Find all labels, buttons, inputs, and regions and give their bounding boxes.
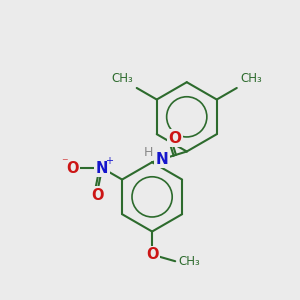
Text: H: H — [144, 146, 153, 159]
Text: N: N — [155, 152, 168, 167]
Text: CH₃: CH₃ — [240, 72, 262, 85]
Text: ⁻: ⁻ — [61, 157, 68, 169]
Text: CH₃: CH₃ — [178, 255, 200, 268]
Text: O: O — [66, 160, 79, 175]
Text: O: O — [168, 131, 181, 146]
Text: O: O — [92, 188, 104, 203]
Text: O: O — [146, 247, 158, 262]
Text: CH₃: CH₃ — [112, 72, 134, 85]
Text: +: + — [105, 156, 113, 167]
Text: N: N — [96, 160, 108, 175]
